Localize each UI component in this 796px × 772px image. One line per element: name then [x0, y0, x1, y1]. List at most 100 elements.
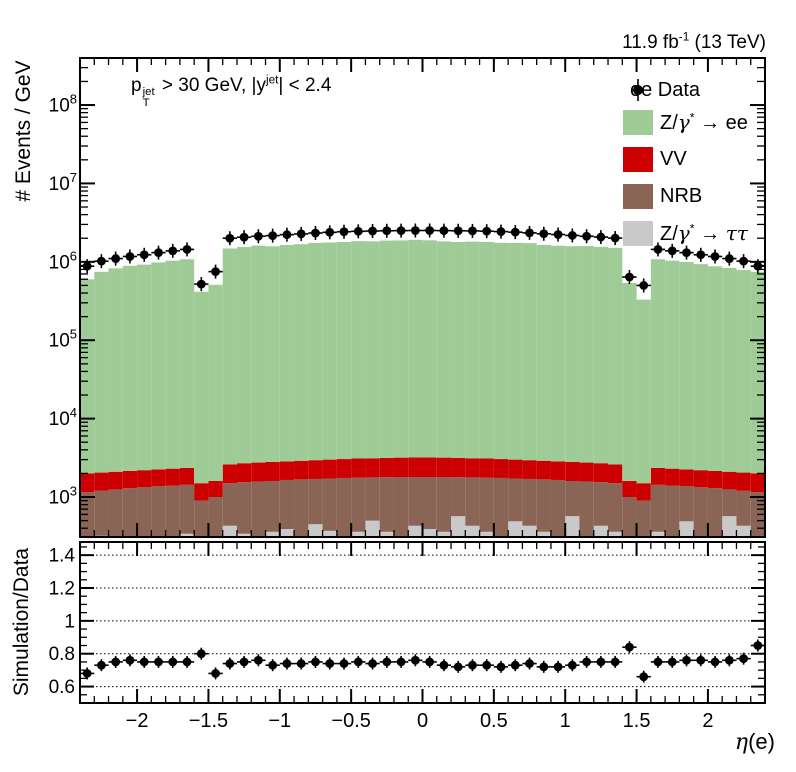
- ratio-point: [468, 660, 477, 670]
- stack-segment: [137, 487, 152, 537]
- stack-segment: [351, 458, 366, 478]
- data-point: [382, 226, 392, 236]
- ratio-point: [696, 655, 706, 665]
- stack-segment: [636, 483, 651, 501]
- ratio-point: [339, 659, 349, 668]
- stack-segment: [408, 457, 423, 478]
- stack-segment: [408, 525, 423, 537]
- x-axis-title: η(e): [734, 729, 775, 755]
- data-point: [196, 279, 206, 289]
- stack-segment: [294, 479, 309, 537]
- stack-segment: [522, 525, 537, 537]
- ratio-point: [97, 660, 106, 670]
- ratio-point: [596, 657, 606, 667]
- x-tick-label: −2: [126, 710, 149, 732]
- stack-segment: [322, 459, 337, 479]
- stack-segment: [108, 268, 123, 472]
- data-point: [211, 267, 220, 277]
- ratio-panel-frame: [79, 541, 766, 704]
- data-point: [82, 261, 92, 271]
- data-point: [525, 228, 534, 238]
- data-point: [567, 231, 577, 240]
- x-tick-label: 0.5: [480, 710, 508, 732]
- ratio-point: [582, 657, 592, 667]
- ratio-point: [653, 657, 663, 667]
- ratio-point: [753, 641, 763, 650]
- data-point: [482, 226, 492, 236]
- stack-segment: [593, 525, 609, 537]
- y-tick-label: 106: [49, 248, 77, 273]
- stack-segment: [393, 477, 409, 537]
- x-tick-label: 1: [560, 710, 571, 732]
- selection-cuts-label: p jet T > 30 GeV, |yjet| < 2.4: [131, 73, 332, 110]
- data-point: [168, 246, 178, 256]
- stack-segment: [393, 240, 409, 458]
- data-point: [225, 233, 235, 243]
- data-point: [425, 226, 435, 235]
- stack-segment: [636, 500, 651, 537]
- stack-segment: [608, 247, 623, 465]
- stack-segment: [465, 458, 480, 478]
- stack-segment: [665, 468, 680, 486]
- data-point: [311, 228, 320, 238]
- data-point: [125, 252, 135, 261]
- stack-segment: [408, 239, 423, 458]
- stack-segment: [465, 241, 480, 459]
- stack-segment: [251, 245, 266, 463]
- data-point: [268, 231, 278, 241]
- stack-segment: [593, 482, 609, 526]
- stack-segment: [550, 245, 566, 462]
- ratio-point: [268, 660, 278, 670]
- data-point: [496, 227, 506, 237]
- stack-segment: [137, 470, 152, 488]
- stack-segment: [479, 477, 494, 532]
- stack-segment: [679, 469, 694, 487]
- ratio-tick-label: 1.4: [49, 546, 76, 567]
- stack-segment: [308, 478, 323, 525]
- stack-segment: [279, 529, 295, 537]
- ratio-point: [196, 649, 206, 659]
- axis-ticks: [80, 58, 765, 703]
- stack-segment: [707, 488, 723, 537]
- stack-segment: [593, 246, 609, 464]
- stack-segment: [308, 524, 323, 537]
- stack-segment: [522, 478, 537, 526]
- stack-segment: [650, 467, 666, 485]
- ratio-point: [496, 662, 506, 672]
- stack-segment: [508, 459, 523, 479]
- stack-segment: [536, 531, 551, 537]
- ratio-point: [410, 655, 420, 665]
- stack-segment: [122, 470, 138, 489]
- stack-segment: [636, 299, 651, 484]
- data-point: [653, 245, 663, 254]
- stack-segment: [679, 486, 694, 522]
- stack-segment: [208, 284, 223, 482]
- stack-segment: [393, 457, 409, 478]
- stack-segment: [436, 241, 452, 458]
- stack-segment: [94, 490, 109, 536]
- stack-segment: [579, 462, 594, 482]
- stack-segment: [365, 477, 380, 521]
- main-y-axis-title: # Events / GeV: [12, 60, 35, 201]
- ratio-point: [253, 655, 263, 665]
- data-point: [639, 281, 649, 290]
- stack-segment: [365, 520, 380, 537]
- data-point: [625, 272, 634, 282]
- ratio-point: [682, 655, 691, 665]
- stack-segment: [179, 484, 195, 534]
- stack-segment: [565, 516, 580, 537]
- data-point: [610, 233, 620, 243]
- stack-segment: [236, 533, 252, 537]
- ratio-tick-label: 1: [64, 611, 75, 632]
- stack-segment: [536, 244, 551, 461]
- ratio-tick-label: 0.8: [49, 644, 75, 665]
- ratio-point: [239, 657, 249, 667]
- stack-segment: [351, 241, 366, 459]
- ratio-point: [368, 659, 377, 668]
- stack-segment: [493, 459, 509, 478]
- ratio-point: [739, 654, 748, 664]
- ratio-point: [625, 642, 634, 652]
- data-point: [325, 227, 335, 237]
- data-point: [453, 226, 463, 236]
